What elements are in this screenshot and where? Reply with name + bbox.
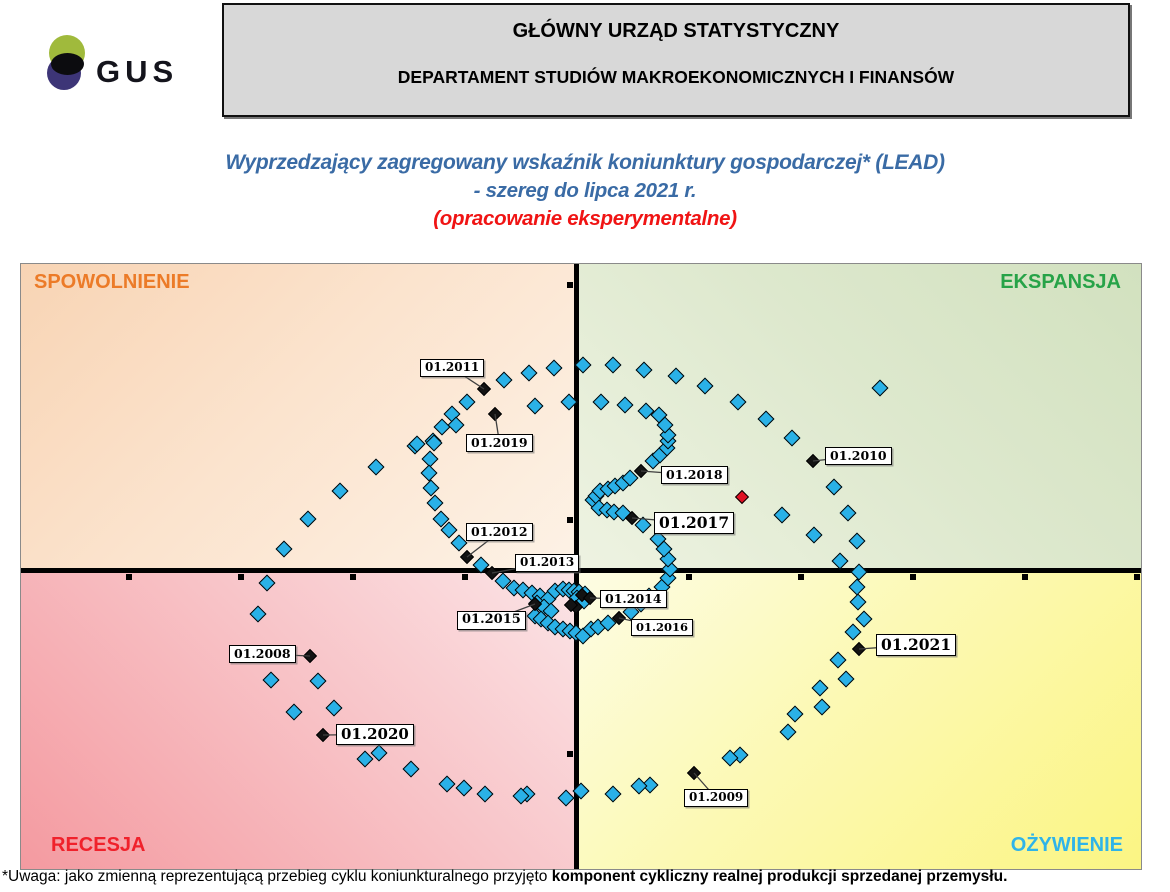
point-label: 01.2009: [684, 789, 749, 807]
quadrant-label-spowolnienie: SPOWOLNIENIE: [34, 271, 190, 293]
quadrant-label-ozywienie: OŻYWIENIE: [1010, 834, 1123, 856]
plot-area: SPOWOLNIENIE EKSPANSJA RECESJA OŻYWIENIE…: [20, 263, 1142, 870]
point-label: 01.2020: [336, 724, 414, 746]
gus-logo: GUS: [38, 8, 188, 108]
x-axis-tick: [1022, 574, 1028, 580]
quadrant-label-recesja: RECESJA: [51, 834, 146, 856]
y-axis-tick: [567, 517, 573, 523]
quadrant-slowdown: [21, 264, 576, 571]
x-axis-tick: [798, 574, 804, 580]
header-institution: GŁÓWNY URZĄD STATYSTYCZNY: [512, 20, 840, 42]
y-axis-tick: [567, 282, 573, 288]
point-label: 01.2011: [420, 359, 485, 377]
point-label: 01.2013: [515, 554, 580, 572]
point-label: 01.2016: [631, 619, 694, 637]
footnote: *Uwaga: jako zmienną reprezentującą prze…: [2, 868, 1168, 886]
x-axis-tick: [910, 574, 916, 580]
header-box: GŁÓWNY URZĄD STATYSTYCZNY DEPARTAMENT ST…: [222, 3, 1130, 117]
point-label: 01.2019: [466, 434, 533, 453]
header-department: DEPARTAMENT STUDIÓW MAKROEKONOMICZNYCH I…: [397, 67, 955, 87]
footnote-normal: *Uwaga: jako zmienną reprezentującą prze…: [2, 868, 552, 885]
quadrant-label-ekspansja: EKSPANSJA: [1000, 271, 1121, 293]
point-label: 01.2012: [466, 523, 533, 542]
x-axis-tick: [350, 574, 356, 580]
point-label: 01.2015: [457, 611, 526, 630]
x-axis-tick: [1134, 574, 1140, 580]
point-label: 01.2018: [661, 466, 728, 485]
x-axis-tick: [686, 574, 692, 580]
chart-title: Wyprzedzający zagregowany wskaźnik koniu…: [0, 149, 1170, 233]
point-label: 01.2017: [654, 512, 735, 534]
point-label: 01.2021: [876, 634, 957, 656]
x-axis: [21, 568, 1141, 573]
chart-title-line2: - szereg do lipca 2021 r.: [473, 179, 697, 202]
logo-black-ellipse-icon: [51, 53, 84, 75]
footnote-bold: komponent cykliczny realnej produkcji sp…: [551, 868, 1008, 885]
y-axis-tick: [567, 751, 573, 757]
logo-text: GUS: [96, 54, 179, 89]
point-label: 01.2010: [825, 447, 892, 466]
chart-title-line1: Wyprzedzający zagregowany wskaźnik koniu…: [225, 151, 945, 174]
point-label: 01.2008: [229, 645, 296, 664]
x-axis-tick: [462, 574, 468, 580]
chart-title-line3: (opracowanie eksperymentalne): [433, 207, 737, 230]
x-axis-tick: [238, 574, 244, 580]
x-axis-tick: [126, 574, 132, 580]
point-label: 01.2014: [600, 590, 667, 609]
